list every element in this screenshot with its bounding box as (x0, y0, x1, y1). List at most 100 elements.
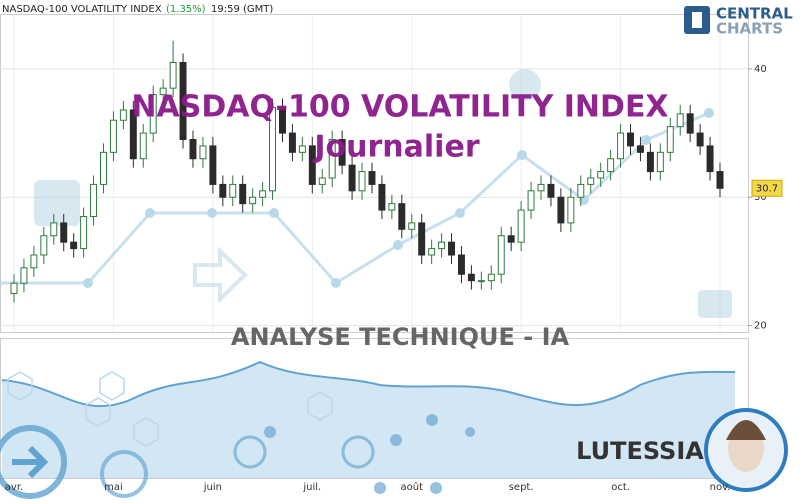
promo-line (1, 360, 736, 408)
candle-body (617, 132, 625, 160)
candle-body (159, 87, 167, 96)
candle-body (557, 196, 565, 224)
candle-body (428, 248, 436, 256)
x-tick-label: mai (104, 482, 123, 493)
candle-body (378, 183, 386, 211)
candle-body (716, 171, 724, 189)
plot-frame (0, 14, 749, 333)
candle-body (278, 106, 286, 134)
candle-body (239, 183, 247, 205)
candle-body (686, 113, 694, 134)
candle-body (60, 222, 68, 243)
candle-body (318, 177, 326, 185)
candle-body (139, 132, 147, 160)
candle-body (587, 177, 595, 185)
x-tick-label: sept. (509, 482, 534, 493)
candle-body (527, 190, 535, 211)
candle-body (328, 138, 336, 179)
candle-body (577, 183, 585, 198)
candle-body (418, 222, 426, 256)
candle-body (467, 273, 475, 282)
candle-body (597, 171, 605, 179)
candle-body (199, 145, 207, 160)
y-tick-label: 20 (754, 321, 767, 332)
candle-body (388, 203, 396, 211)
hexagons (7, 371, 333, 447)
promo-period: Journalier (312, 130, 479, 165)
candle-body (497, 235, 505, 275)
candle-body (229, 183, 237, 198)
x-tick-label: août (400, 481, 423, 493)
candle-body (627, 132, 634, 147)
candle-body (438, 241, 446, 250)
candle-body (358, 171, 366, 192)
last-price-box (751, 179, 783, 197)
x-tick-label: juil. (302, 482, 321, 493)
candle-body (537, 183, 545, 192)
y-tick-label: 30 (754, 192, 767, 203)
logo-top: CENTRAL (716, 5, 793, 23)
candle-body (487, 273, 495, 282)
candle-body (646, 151, 654, 173)
logo: CENTRAL CHARTS (684, 5, 793, 38)
candles (10, 40, 724, 303)
candle-body (129, 109, 137, 160)
candle-body (666, 126, 674, 153)
candle-body (607, 158, 615, 173)
candle-body (448, 241, 456, 256)
candle-body (477, 280, 485, 283)
candle-body (656, 151, 664, 173)
x-tick-label: oct. (611, 482, 630, 493)
candle-body (298, 145, 306, 153)
candle-body (209, 145, 217, 185)
candle-body (109, 119, 117, 153)
x-tick-label: avr. (5, 482, 23, 493)
promo-banner: ANALYSE TECHNIQUE - IA (231, 323, 570, 351)
candle-body (636, 145, 644, 153)
avatar (704, 408, 788, 492)
candle-body (149, 94, 157, 134)
candle-body (507, 235, 515, 243)
candle-body (517, 209, 525, 243)
promo-title: NASDAQ-100 VOLATILITY INDEX (131, 90, 668, 125)
candle-body (219, 183, 227, 198)
candle-body (547, 183, 555, 198)
candle-body (10, 282, 18, 294)
candle-body (696, 132, 704, 147)
candle-body (706, 145, 714, 173)
candle-body (50, 222, 58, 237)
header-title: NASDAQ-100 VOLATILITY INDEX (2, 4, 162, 15)
arrow-buttons (0, 425, 375, 499)
candle-body (30, 254, 38, 269)
promo-area (2, 362, 735, 478)
candle-body (408, 222, 416, 230)
last-price-label: 30.7 (756, 183, 778, 194)
candle-body (259, 190, 267, 198)
candle-body (179, 61, 187, 140)
candle-body (80, 215, 88, 250)
candle-body (348, 164, 356, 192)
header-change: (1.35%) (166, 4, 206, 15)
y-tick-label: 40 (754, 64, 767, 75)
hex-dots (264, 414, 475, 494)
candle-body (288, 132, 296, 153)
candle-body (20, 267, 28, 284)
candle-body (40, 235, 48, 256)
candle-body (90, 183, 98, 217)
candle-body (338, 138, 346, 166)
candle-body (119, 109, 127, 121)
candle-body (70, 241, 78, 250)
candle-body (457, 254, 465, 275)
candle-body (567, 196, 575, 224)
promo-brand: LUTESSIA (576, 437, 704, 465)
grid (0, 15, 748, 332)
x-tick-label: juin (203, 482, 222, 493)
x-tick-label: nov. (710, 482, 731, 493)
candle-body (269, 106, 277, 192)
overlay-icons (34, 69, 732, 318)
header-time: 19:59 (GMT) (211, 4, 273, 15)
candle-body (169, 61, 177, 89)
overlay-line (0, 111, 710, 285)
candle-body (189, 138, 197, 160)
